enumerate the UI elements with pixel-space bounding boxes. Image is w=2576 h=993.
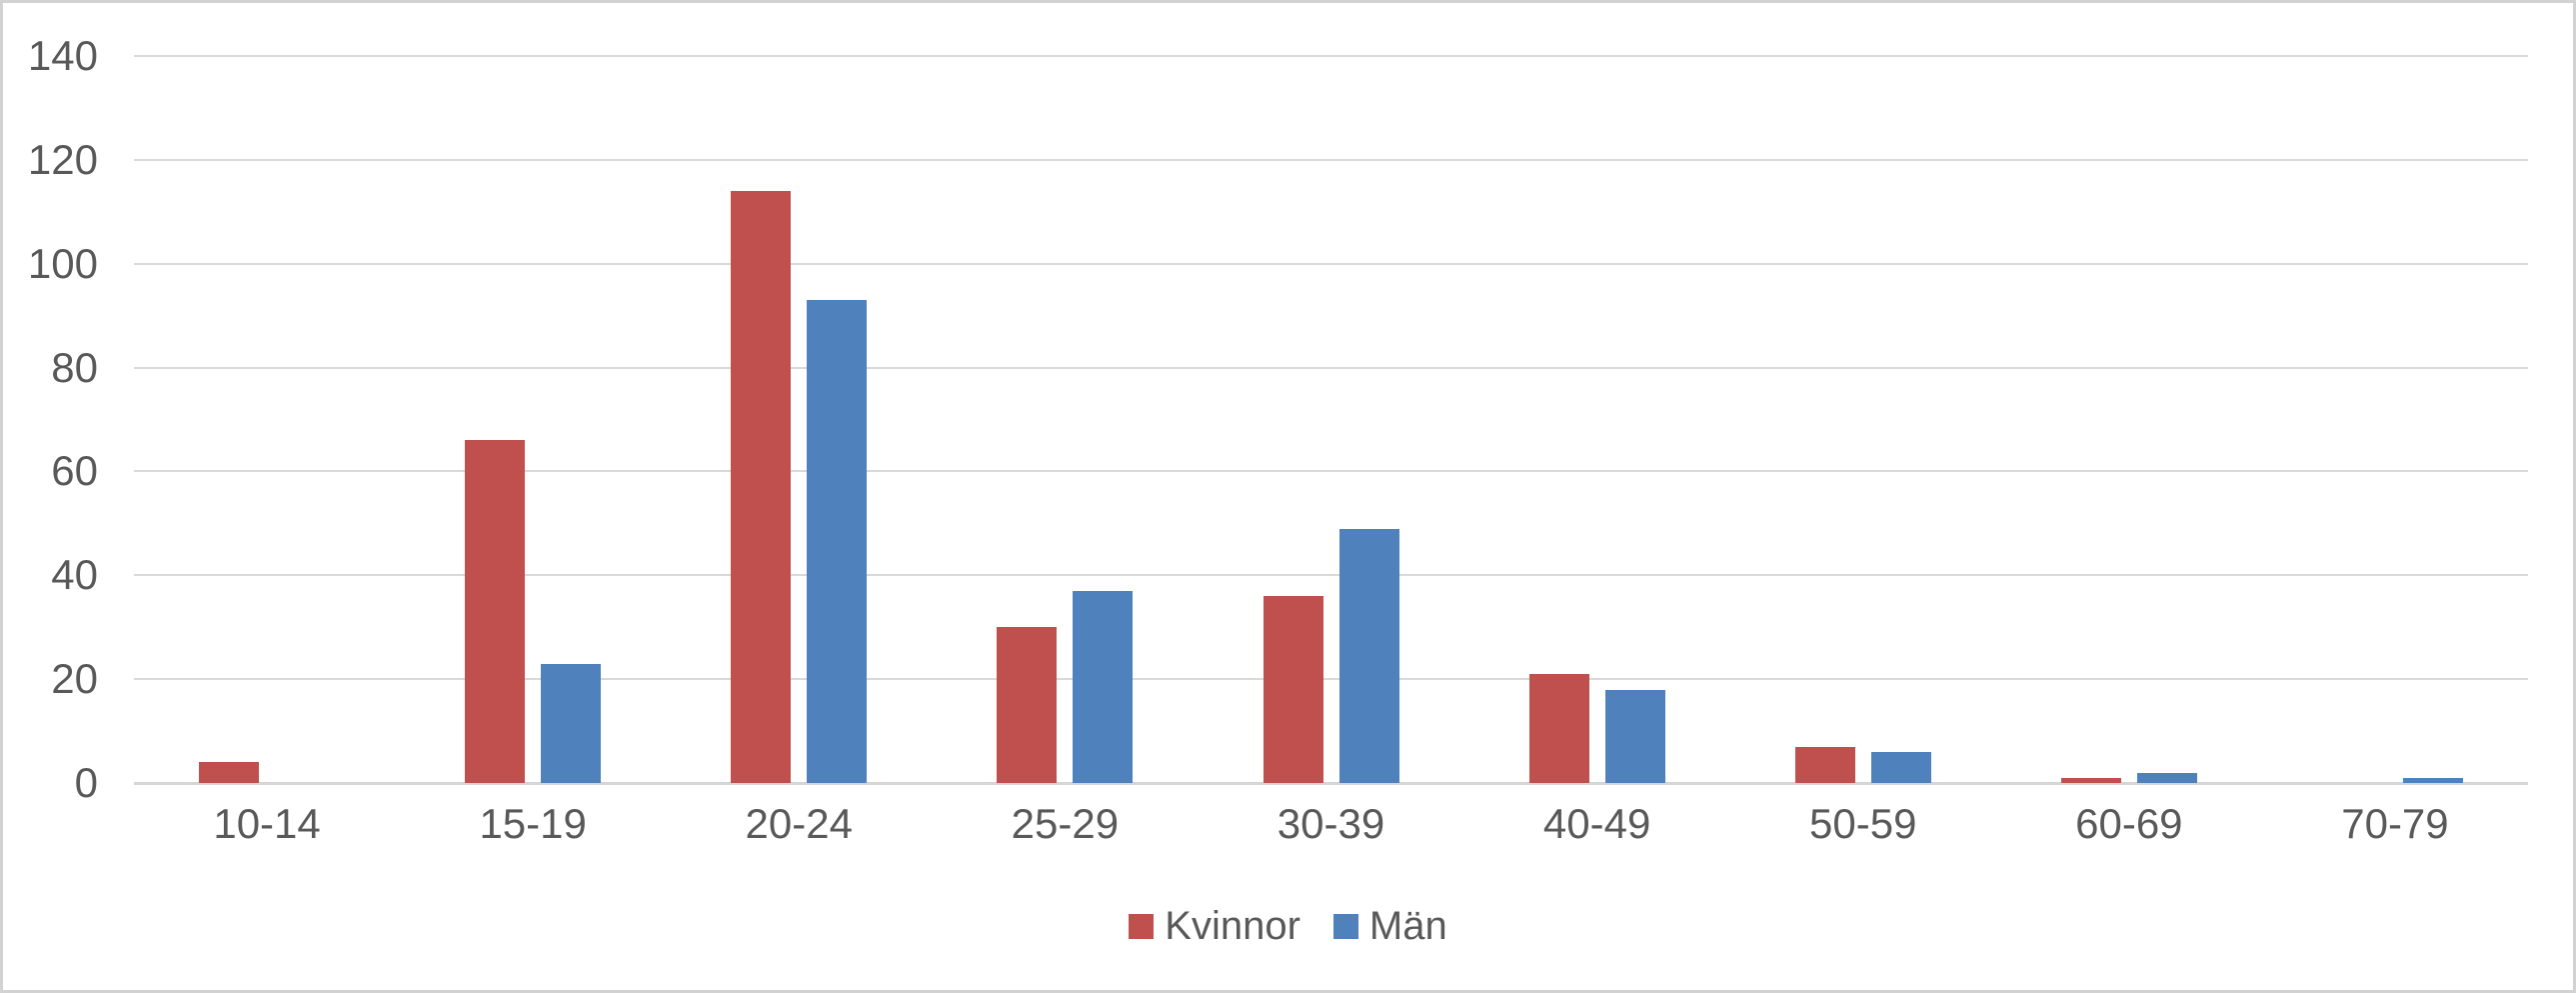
legend-item-kvinnor[interactable]: Kvinnor [1129,904,1300,949]
y-axis-tick-label: 140 [27,32,98,79]
legend: Kvinnor Män [3,904,2573,949]
bar-man-25-29[interactable] [1073,590,1134,783]
y-axis-tick-label: 20 [51,655,98,703]
gridline [134,470,2528,473]
y-axis-tick-label: 80 [51,343,98,391]
x-axis-category-label: 20-24 [745,800,853,847]
y-axis-tick-label: 100 [27,239,98,287]
x-axis-category-label: 15-19 [479,800,587,847]
bar-man-60-69[interactable] [2136,772,2197,783]
kvinnor-series-swatch-icon [1129,914,1155,939]
x-axis-category-label: 40-49 [1542,800,1651,847]
bar-man-15-19[interactable] [541,663,602,783]
x-axis-category-label: 60-69 [2075,800,2183,847]
y-axis-tick-label: 60 [51,447,98,495]
bar-man-50-59[interactable] [1870,751,1931,783]
legend-item-man[interactable]: Män [1332,904,1447,949]
bar-kvinnor-50-59[interactable] [1794,746,1855,783]
y-axis: 0 20 40 60 80 100 120 140 [3,3,98,990]
bar-kvinnor-30-39[interactable] [1263,596,1323,783]
man-series-swatch-icon [1332,914,1358,939]
y-axis-tick-label: 120 [27,135,98,183]
gridline [134,262,2528,265]
bar-man-20-24[interactable] [807,300,868,783]
x-axis-category-label: 50-59 [1809,800,1917,847]
x-axis-category-label: 10-14 [213,800,321,847]
x-axis-category-label: 30-39 [1277,800,1385,847]
gridline [134,366,2528,369]
bar-man-70-79[interactable] [2402,777,2463,783]
bar-man-30-39[interactable] [1338,528,1399,783]
y-axis-tick-label: 0 [74,759,98,806]
x-axis-category-label: 25-29 [1011,800,1120,847]
y-axis-tick-label: 40 [51,551,98,599]
gridline [134,678,2528,681]
bar-kvinnor-10-14[interactable] [199,762,260,783]
legend-label-kvinnor: Kvinnor [1165,904,1300,948]
bar-man-40-49[interactable] [1604,689,1665,783]
bar-kvinnor-40-49[interactable] [1528,673,1589,783]
bar-kvinnor-20-24[interactable] [731,191,792,783]
x-axis-line [134,782,2528,785]
gridline [134,574,2528,577]
bar-kvinnor-60-69[interactable] [2060,777,2121,783]
bar-kvinnor-25-29[interactable] [997,627,1058,783]
bar-kvinnor-15-19[interactable] [465,440,526,783]
legend-label-man: Män [1368,904,1447,948]
gridline [134,55,2528,57]
gridline [134,158,2528,161]
x-axis-category-label: 70-79 [2341,800,2449,847]
